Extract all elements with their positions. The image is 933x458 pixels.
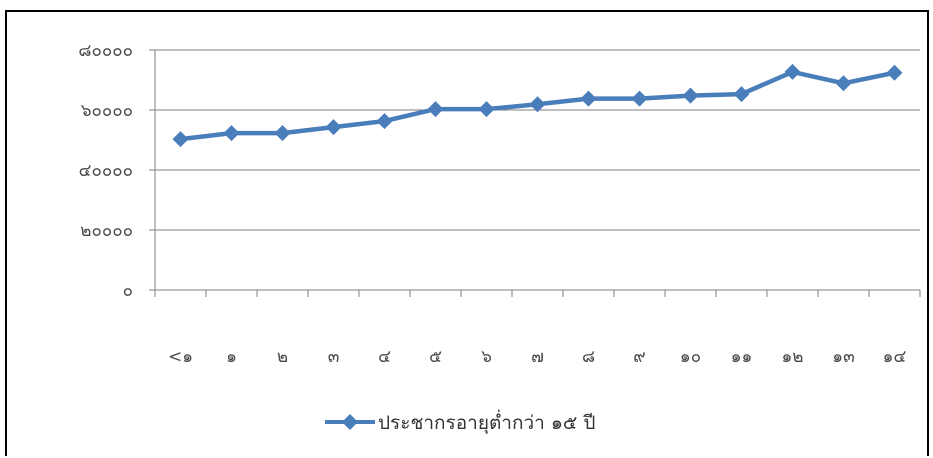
legend: ประชากรอายุต่ำกว่า ๑๕ ปี [325,409,595,435]
data-point-marker [529,96,546,113]
y-tick-label: ๘๐๐๐๐ [78,41,133,61]
data-point-marker [325,119,342,136]
x-tick-label: ๑๑ [731,347,753,367]
y-tick-label: ๐ [123,281,133,301]
x-tick-label: ๕ [429,347,442,367]
x-tick-labels: <๑๑๒๓๔๕๖๗๘๙๑๐ ๑๑ ๑๒ ๑๓ ๑๔ [168,347,906,367]
data-point-marker [274,125,291,142]
x-tick-label: ๑๐ [680,347,701,367]
data-point-marker [223,125,240,142]
x-tick-label: ๙ [633,347,645,367]
line-chart: ๐๒๐๐๐๐๔๐๐๐๐๖๐๐๐๐๘๐๐๐๐ <๑๑๒๓๔๕๖๗๘๙๑๐ ๑๑ ๑๒๑… [78,41,921,435]
x-tick-label: ๑๔ [883,347,907,367]
data-point-marker [784,63,801,80]
data-point-marker [682,87,699,104]
x-tick-label: <๑ [168,347,193,367]
x-tick-label: ๘ [582,347,595,367]
series-layer [172,63,903,148]
y-tick-label: ๒๐๐๐๐ [80,221,133,241]
data-point-marker [580,90,597,107]
chart-frame: ๐๒๐๐๐๐ ๔๐๐๐๐ ๖๐๐๐๐ ๘๐๐๐๐ <๑๑๒๓๔๕๖๗๘๙๑๐ ๑๑ ๑๒๑… [5,10,929,456]
x-tick-label: ๑๓ [832,347,854,367]
x-tick-label: ๒ [277,347,288,367]
x-tick-label: ๖ [481,347,492,367]
y-tick-labels: ๐ ๒๐๐๐๐ ๔๐๐๐๐ ๖๐๐๐๐ ๘๐๐๐๐ [78,41,133,301]
x-tick-label: ๓ [328,347,340,367]
data-point-marker [376,113,393,130]
data-point-marker [427,101,444,118]
data-point-marker [478,101,495,118]
x-tick-label: ๗ [531,347,544,367]
data-point-marker [733,86,750,103]
x-tick-label: ๔ [378,347,391,367]
data-point-marker [886,64,903,81]
x-tick-label: ๑๒ [782,347,804,367]
y-tick-label: ๔๐๐๐๐ [79,161,133,181]
x-tick-label: ๑ [226,347,237,367]
legend-label: ประชากรอายุต่ำกว่า ๑๕ ปี [378,409,595,435]
data-point-marker [172,131,189,148]
y-tick-label: ๖๐๐๐๐ [81,101,133,121]
legend-diamond-marker [342,414,358,430]
data-point-marker [631,90,648,107]
data-point-marker [835,75,852,92]
axis-layer [149,49,921,297]
